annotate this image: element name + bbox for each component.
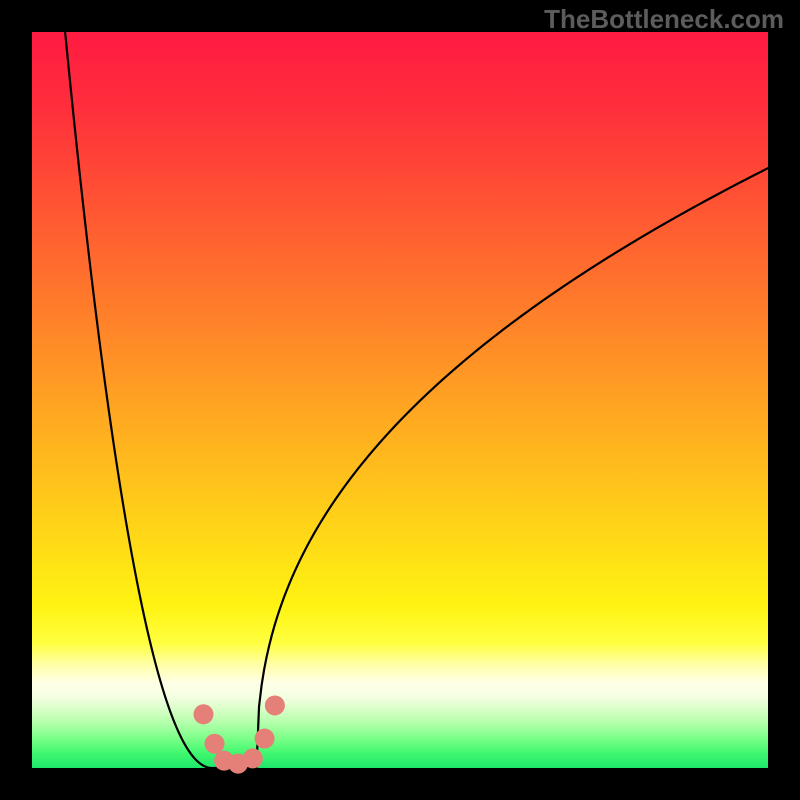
marker-dot: [243, 748, 263, 768]
marker-dot: [255, 729, 275, 749]
chart-container: TheBottleneck.com: [0, 0, 800, 800]
bottleneck-chart: [0, 0, 800, 800]
marker-dot: [265, 695, 285, 715]
marker-dot: [205, 734, 225, 754]
marker-dot: [193, 704, 213, 724]
gradient-background: [32, 32, 768, 768]
